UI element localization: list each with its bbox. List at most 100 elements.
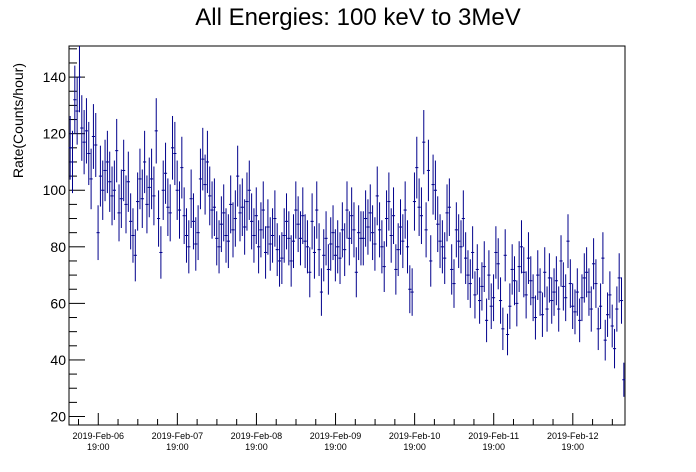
data-point: [170, 115, 175, 180]
data-point: [480, 262, 484, 311]
data-point: [315, 181, 319, 239]
data-point: [424, 202, 428, 258]
data-point: [238, 184, 242, 242]
data-point: [203, 154, 207, 215]
data-point: [133, 229, 137, 282]
data-point: [445, 184, 449, 242]
data-point: [447, 178, 451, 237]
data-point: [498, 277, 503, 324]
data-point: [573, 289, 577, 335]
data-point: [364, 190, 368, 247]
y-axis: 20 40 60 80 100 120 140: [43, 48, 85, 425]
data-point: [189, 169, 193, 228]
data-point: [84, 98, 89, 164]
data-point: [536, 250, 540, 300]
data-point: [122, 139, 126, 202]
data-point: [526, 232, 531, 285]
data-point: [594, 259, 598, 308]
data-point: [375, 166, 379, 226]
data-point: [405, 220, 410, 274]
data-point: [391, 187, 396, 245]
data-point: [387, 172, 391, 231]
x-tick-date-label: 2019-Feb-06: [72, 431, 124, 441]
data-point: [147, 157, 151, 218]
y-tick-label: 80: [50, 239, 66, 255]
data-point: [582, 253, 586, 303]
data-point: [457, 214, 461, 269]
data-point: [75, 77, 79, 145]
data-point: [338, 232, 342, 285]
data-point: [366, 199, 370, 255]
y-tick-label: 100: [43, 182, 67, 198]
x-tick-time-label: 19:00: [562, 442, 585, 452]
x-tick-time-label: 19:00: [245, 442, 268, 452]
data-point: [401, 214, 405, 269]
data-point: [243, 199, 247, 255]
data-point: [557, 286, 561, 332]
data-point: [303, 214, 307, 269]
data-point: [417, 178, 421, 237]
data-point: [436, 196, 440, 253]
data-point: [482, 241, 486, 292]
data-point: [264, 226, 268, 279]
data-point: [361, 211, 365, 266]
data-point: [173, 121, 177, 186]
data-point: [305, 220, 310, 274]
data-point: [615, 286, 619, 332]
data-point: [596, 307, 600, 351]
x-tick-date-label: 2019-Feb-11: [468, 431, 519, 441]
data-point: [494, 226, 498, 279]
data-point: [280, 232, 284, 285]
data-point: [289, 235, 293, 287]
data-point: [266, 199, 270, 255]
data-point: [270, 208, 275, 263]
data-point: [247, 160, 251, 220]
data-point: [559, 235, 563, 287]
data-point: [94, 113, 98, 177]
data-point: [564, 274, 568, 322]
data-point: [219, 196, 223, 253]
data-point: [268, 217, 272, 271]
data-point: [124, 175, 128, 234]
data-point: [415, 136, 419, 199]
data-point: [224, 208, 228, 263]
data-point: [150, 148, 154, 210]
data-point: [398, 199, 403, 255]
data-point: [157, 190, 161, 247]
data-point: [89, 148, 93, 210]
data-point: [547, 253, 551, 303]
x-tick-date-label: 2019-Feb-08: [231, 431, 283, 441]
data-point: [608, 271, 612, 319]
data-point: [287, 211, 291, 266]
data-point: [198, 148, 203, 210]
data-point: [468, 259, 472, 308]
data-point: [454, 202, 458, 258]
data-point: [250, 193, 254, 250]
data-point: [587, 268, 591, 316]
data-point: [529, 256, 533, 306]
data-point: [161, 160, 165, 220]
data-point: [554, 256, 558, 306]
data-point: [461, 190, 465, 247]
data-point: [384, 190, 389, 247]
data-point: [317, 223, 321, 277]
data-point: [540, 292, 544, 337]
data-point: [117, 184, 121, 242]
data-point: [380, 220, 384, 274]
data-point: [466, 250, 470, 300]
x-axis: 2019-Feb-0619:002019-Feb-0719:002019-Feb…: [72, 413, 613, 452]
data-point: [261, 181, 265, 239]
data-point: [215, 211, 219, 266]
data-point: [91, 104, 95, 169]
data-point: [473, 271, 477, 319]
data-point: [610, 304, 614, 348]
data-point: [312, 226, 316, 279]
data-point: [496, 238, 500, 290]
data-point: [568, 259, 572, 308]
data-point: [282, 208, 286, 263]
y-tick-label: 60: [50, 295, 66, 311]
chart-title: All Energies: 100 keV to 3MeV: [195, 4, 521, 31]
data-point: [226, 214, 230, 269]
data-point: [340, 202, 344, 258]
y-axis-label: Rate(Counts/hour): [10, 63, 26, 178]
